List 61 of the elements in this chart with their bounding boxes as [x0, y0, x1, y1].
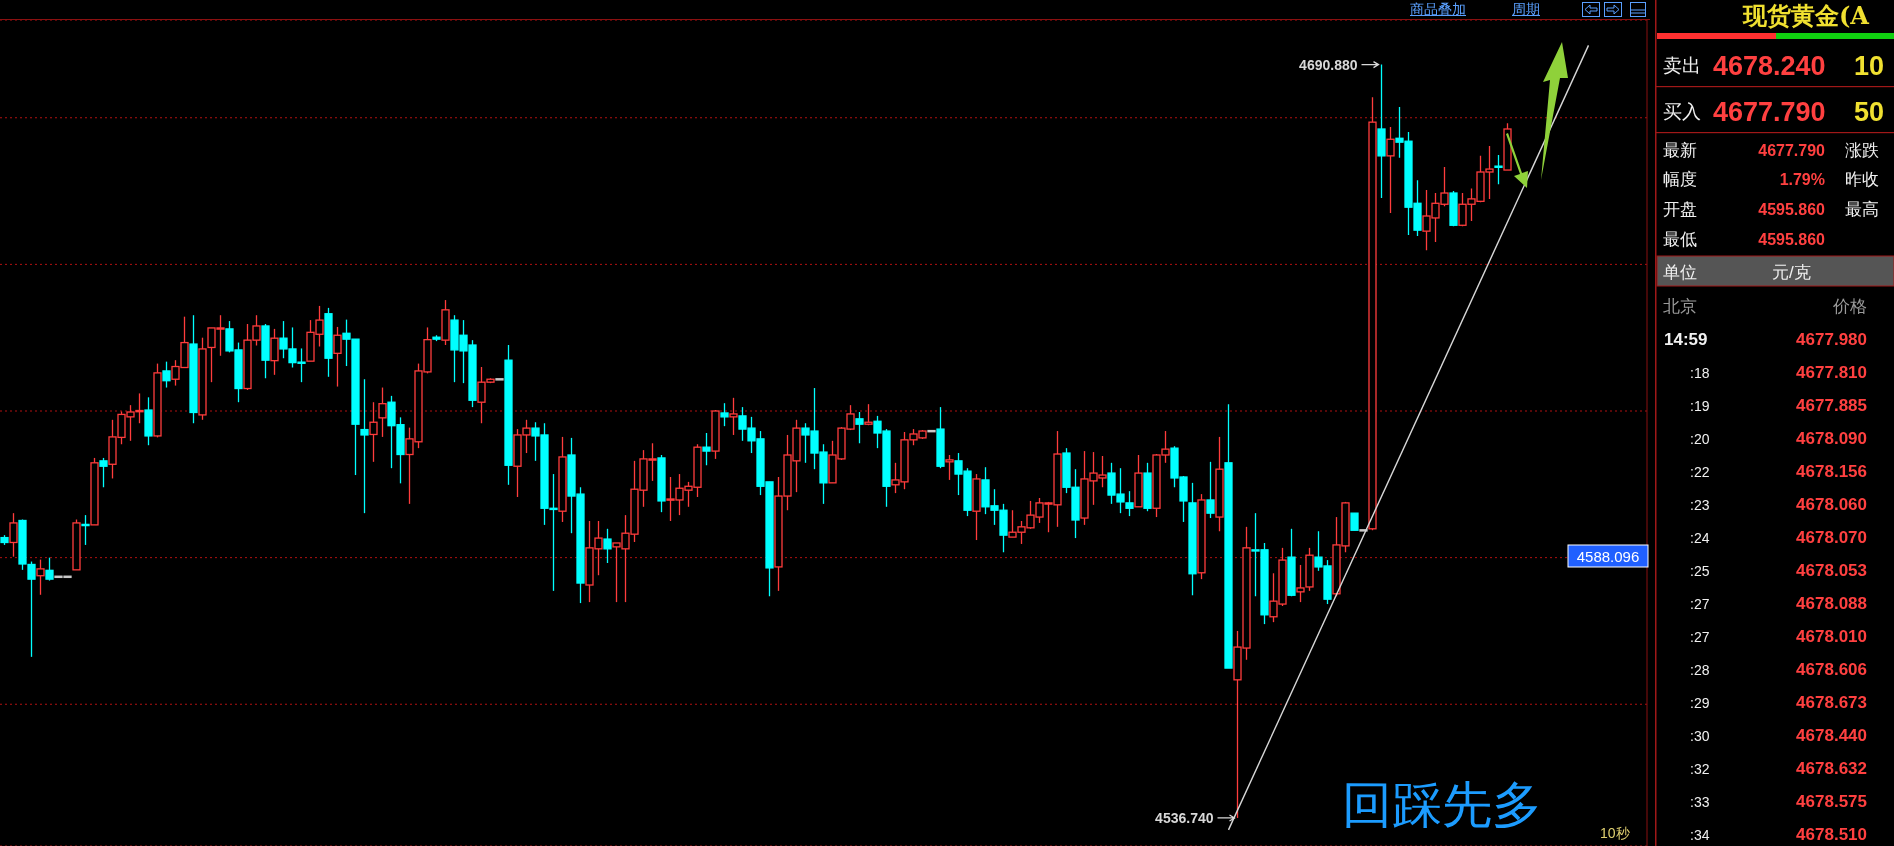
text: 昨收 — [1845, 170, 1879, 189]
annotation: 4536.740 — [1155, 809, 1214, 826]
text: :24 — [1690, 530, 1710, 546]
text: 单位 — [1663, 263, 1697, 282]
annotation: 回踩先多 — [1342, 777, 1542, 833]
text: 4678.440 — [1796, 726, 1867, 745]
text: 4678.060 — [1796, 495, 1867, 514]
text: 现货黄金(A — [1742, 1, 1870, 30]
text: :34 — [1690, 827, 1710, 843]
text: 最高 — [1845, 200, 1879, 219]
text: 商品叠加 — [1410, 1, 1466, 19]
text: 1.79% — [1779, 171, 1825, 188]
text: :28 — [1690, 662, 1710, 678]
text: 4595.860 — [1758, 231, 1826, 248]
annotation: 4588.096 — [1576, 548, 1640, 565]
text: 最低 — [1663, 230, 1697, 249]
text: 4677.790 — [1758, 142, 1826, 159]
annotation: 4690.880 — [1299, 56, 1358, 73]
text: 4678.673 — [1796, 693, 1867, 712]
text: 4678.088 — [1796, 594, 1867, 613]
text: 4678.240 — [1713, 51, 1826, 81]
text: 4677.885 — [1796, 396, 1867, 415]
text: 4677.790 — [1713, 97, 1826, 127]
text: :25 — [1690, 563, 1710, 579]
text: :18 — [1690, 365, 1710, 381]
text: 10 — [1854, 51, 1885, 81]
text: :23 — [1690, 497, 1710, 513]
text: 4678.606 — [1796, 660, 1867, 679]
text: 4677.980 — [1796, 330, 1867, 349]
text: 北京 — [1663, 297, 1697, 316]
text: 开盘 — [1663, 200, 1697, 219]
text: :30 — [1690, 728, 1710, 744]
text: 最新 — [1663, 141, 1697, 160]
text: :20 — [1690, 431, 1710, 447]
text: 幅度 — [1663, 170, 1697, 189]
text: 50 — [1854, 97, 1885, 127]
text: 4678.575 — [1796, 792, 1867, 811]
text: :22 — [1690, 464, 1710, 480]
text: 14:59 — [1664, 330, 1708, 349]
text: 4678.090 — [1796, 429, 1867, 448]
text: :27 — [1690, 629, 1710, 645]
text: 元/克 — [1772, 263, 1811, 282]
text: 4678.510 — [1796, 825, 1867, 844]
text: 买入 — [1663, 101, 1701, 122]
text: 4678.156 — [1796, 462, 1867, 481]
text: 涨跌 — [1845, 141, 1879, 160]
text: :27 — [1690, 596, 1710, 612]
text: 周期 — [1512, 1, 1540, 19]
text: 卖出 — [1663, 55, 1701, 76]
annotation: 10秒 — [1600, 825, 1630, 841]
text: 4678.010 — [1796, 627, 1867, 646]
text: 4595.860 — [1758, 201, 1826, 218]
text: :19 — [1690, 398, 1710, 414]
text: 4678.070 — [1796, 528, 1867, 547]
text: 4678.053 — [1796, 561, 1867, 580]
text: 4678.632 — [1796, 759, 1867, 778]
text: 4677.810 — [1796, 363, 1867, 382]
text: 价格 — [1832, 297, 1867, 316]
text: :32 — [1690, 761, 1710, 777]
text: :29 — [1690, 695, 1710, 711]
text: :33 — [1690, 794, 1710, 810]
